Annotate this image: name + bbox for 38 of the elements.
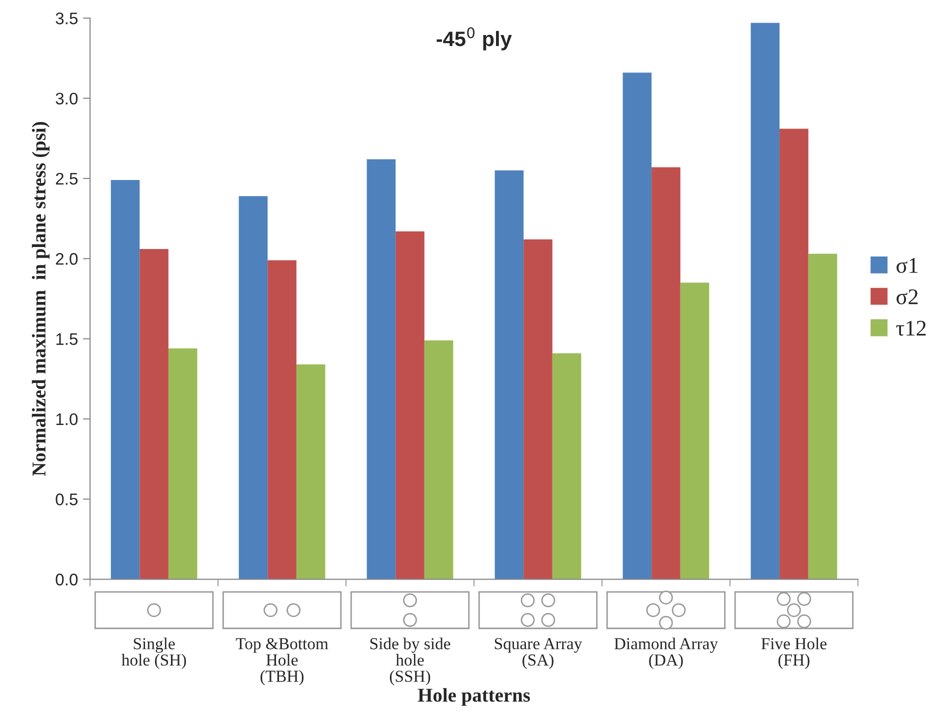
y-tick-label: 2.0 [56, 253, 78, 265]
x-tick-label: Diamond Array (DA) [614, 638, 718, 670]
bar [140, 249, 168, 580]
bar [524, 239, 552, 580]
bar [494, 170, 524, 580]
bar [750, 22, 780, 580]
legend-label: τ12 [896, 320, 926, 336]
bar [168, 348, 198, 580]
legend-label: σ2 [896, 289, 918, 304]
bar [396, 231, 424, 580]
bar [808, 254, 838, 580]
bar [424, 340, 454, 580]
bar [552, 353, 582, 580]
bar [366, 159, 396, 580]
x-tick-label: Single hole (SH) [122, 638, 186, 670]
x-tick-label: Side by side hole (SSH) [370, 638, 450, 686]
x-tick-label: Top &Bottom Hole (TBH) [236, 638, 328, 686]
bar [238, 196, 268, 580]
bar [110, 180, 140, 580]
y-tick-label: 0.0 [56, 574, 78, 586]
y-axis-title: Normalized maximum in plane stress (psi) [32, 122, 50, 476]
y-tick-label: 1.0 [56, 413, 78, 426]
y-tick-label: 2.5 [56, 172, 78, 185]
bar [268, 260, 296, 580]
legend-label: σ1 [896, 258, 918, 273]
y-tick-label: 0.5 [56, 494, 78, 506]
chart-title: -45$^{0}$ ply [436, 27, 512, 50]
y-tick-label: 1.5 [56, 333, 78, 345]
x-axis-title: Hole patterns [418, 688, 530, 706]
x-tick-label: Square Array (SA) [494, 638, 582, 669]
bar [652, 167, 680, 580]
bar [622, 72, 652, 580]
x-tick-label: Five Hole (FH) [761, 638, 826, 669]
y-tick-label: 3.5 [56, 12, 78, 24]
bar [680, 282, 710, 580]
bar [780, 128, 808, 580]
bar [296, 364, 326, 580]
y-tick-label: 3.0 [56, 92, 78, 104]
